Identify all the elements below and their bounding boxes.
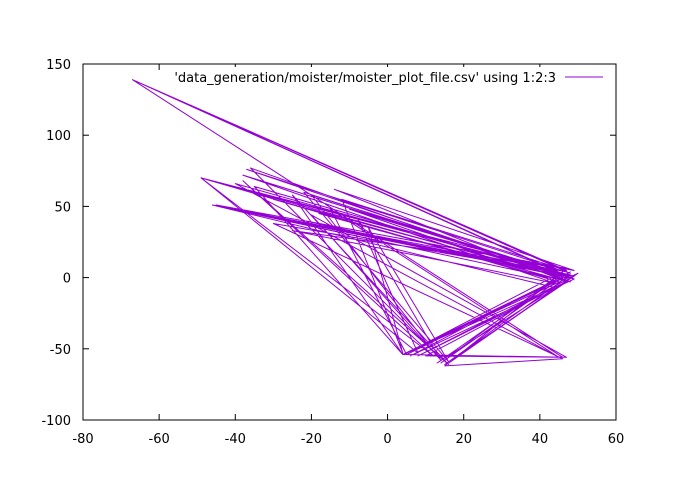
x-tick-label: -80 (72, 432, 93, 447)
y-tick-label: 0 (63, 272, 71, 287)
legend-label: 'data_generation/moister/moister_plot_fi… (174, 71, 556, 86)
y-tick-label: 50 (54, 200, 71, 215)
x-tick-label: 20 (455, 432, 472, 447)
y-tick-label: -50 (50, 343, 71, 358)
series-layer (132, 79, 579, 367)
x-tick-label: 60 (608, 432, 625, 447)
x-tick-label: -60 (149, 432, 170, 447)
plot-frame (82, 63, 617, 421)
y-tick-label: 100 (46, 129, 71, 144)
x-tick-label: -20 (301, 432, 322, 447)
legend-background (170, 67, 610, 87)
y-tick-label: -100 (41, 414, 71, 429)
legend: 'data_generation/moister/moister_plot_fi… (170, 67, 610, 87)
y-tick-label: 150 (46, 58, 71, 73)
x-tick-label: -40 (225, 432, 246, 447)
x-tick-label: 40 (532, 432, 549, 447)
series-line (132, 79, 579, 367)
x-tick-label: 0 (383, 432, 391, 447)
